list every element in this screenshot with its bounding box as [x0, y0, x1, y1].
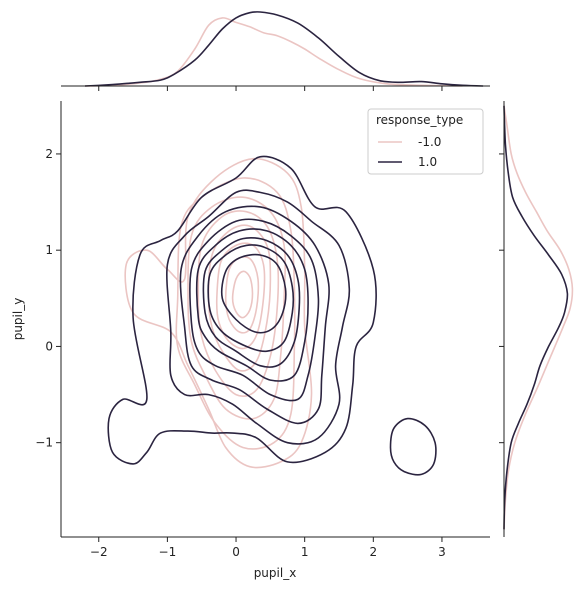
marginal-y-density-neg	[503, 105, 574, 530]
kde-contour-pos	[179, 205, 330, 425]
legend-title: response_type	[376, 113, 463, 127]
kde-contour-pos	[207, 244, 295, 353]
marginal-y-density-pos	[503, 105, 569, 530]
kde-contour-neg	[224, 256, 260, 334]
kde-contour-neg	[231, 270, 254, 319]
y-axis-label: pupil_y	[11, 298, 25, 341]
y-tick-label: 0	[45, 339, 53, 353]
kde-contour-neg	[207, 224, 272, 372]
legend: response_type -1.0 1.0	[367, 108, 484, 175]
kde-contour-neg	[215, 242, 266, 350]
kde-contour-island	[389, 417, 437, 476]
top-marginal-panel	[84, 11, 484, 87]
main-plot-panel	[107, 155, 437, 476]
kde-contour-pos	[166, 189, 351, 445]
y-tick-label: 2	[45, 147, 53, 161]
kde-contour-pos	[107, 155, 377, 465]
kde-contour-pos	[202, 236, 301, 368]
x-tick-label: −2	[90, 545, 108, 559]
x-axis-label: pupil_x	[254, 566, 297, 580]
x-tick-label: 2	[369, 545, 377, 559]
marginal-x-density-neg	[84, 17, 463, 87]
legend-label-neg: -1.0	[418, 135, 441, 149]
marginal-x-density-pos	[84, 11, 484, 87]
right-marginal-panel	[503, 105, 574, 530]
kde-contour-neg	[124, 157, 313, 469]
x-tick-label: 0	[232, 545, 240, 559]
kde-contour-pos	[195, 228, 309, 382]
x-tick-label: 1	[301, 545, 309, 559]
legend-frame	[367, 108, 484, 175]
kde-contour-pos	[220, 253, 287, 334]
legend-label-pos: 1.0	[418, 155, 437, 169]
x-tick-label: 3	[438, 545, 446, 559]
kde-contour-pos	[189, 218, 320, 402]
kde-contour-neg	[197, 210, 280, 397]
x-tick-label: −1	[159, 545, 177, 559]
y-tick-label: 1	[45, 243, 53, 257]
axes-group: −2 −1 0 1 2 3 −1 0 1 2	[35, 85, 505, 559]
y-tick-label: −1	[35, 436, 53, 450]
